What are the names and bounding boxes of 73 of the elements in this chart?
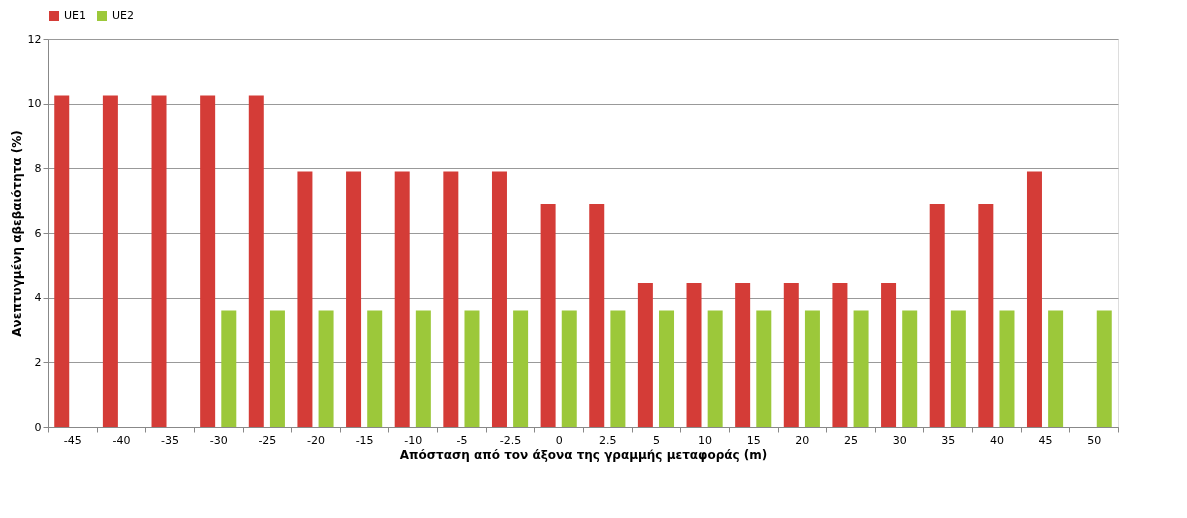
bar [999, 310, 1015, 427]
bar [297, 171, 313, 427]
bar [589, 203, 605, 427]
bar [443, 171, 459, 427]
bar [464, 310, 480, 427]
bar [686, 283, 702, 427]
y-tick-label: 10 [27, 97, 42, 111]
x-tick-label: 20 [795, 433, 810, 447]
bar [221, 310, 237, 427]
bar [318, 310, 334, 427]
y-tick-label: 2 [34, 355, 42, 369]
bar [248, 95, 264, 427]
bar [491, 171, 507, 427]
legend-label: UE1 [64, 9, 86, 22]
x-tick-label: -35 [161, 433, 180, 447]
x-tick-label: -40 [112, 433, 131, 447]
bar [54, 95, 70, 427]
x-tick-label: 40 [989, 433, 1004, 447]
bar [929, 203, 945, 427]
bar [151, 95, 167, 427]
bar [804, 310, 820, 427]
bar [102, 95, 118, 427]
bar [367, 310, 383, 427]
x-tick-label: 30 [892, 433, 907, 447]
bar [1096, 310, 1112, 427]
x-tick-label: -10 [404, 433, 423, 447]
bar [394, 171, 410, 427]
x-tick-label: 0 [555, 433, 563, 447]
x-tick-label: 15 [746, 433, 761, 447]
y-tick-label: 4 [34, 291, 42, 305]
bar [1026, 171, 1042, 427]
x-tick-label: 10 [698, 433, 713, 447]
bar [1048, 310, 1064, 427]
y-tick-label: 0 [34, 420, 42, 434]
bar [540, 203, 556, 427]
x-tick-label: -20 [307, 433, 325, 447]
bar [415, 310, 431, 427]
x-tick-label: 35 [941, 433, 956, 447]
bar [659, 310, 675, 427]
x-axis-title: Απόσταση από τον άξονα της γραμμής μεταφοράς (m) [399, 447, 768, 462]
bar [735, 283, 751, 427]
bar [200, 95, 216, 427]
bar [978, 203, 994, 427]
y-tick-label: 12 [27, 32, 42, 46]
x-tick-label: 2.5 [599, 433, 617, 447]
x-tick-label: 45 [1038, 433, 1053, 447]
x-tick-label: -15 [355, 433, 374, 447]
bar [756, 310, 772, 427]
legend-label: UE2 [112, 9, 134, 22]
bar [950, 310, 966, 427]
x-tick-label: -5 [456, 433, 468, 447]
bar [881, 283, 897, 427]
bar [832, 283, 848, 427]
x-tick-label: -45 [63, 433, 82, 447]
bar [610, 310, 626, 427]
y-tick-label: 8 [34, 161, 42, 175]
x-tick-label: 50 [1087, 433, 1102, 447]
bar [269, 310, 285, 427]
bar [783, 283, 799, 427]
y-axis-title: Ανεπτυγμένη αβεβαιότητα (%) [9, 130, 24, 337]
bar [561, 310, 577, 427]
x-tick-label: 5 [652, 433, 660, 447]
bar [853, 310, 869, 427]
x-tick-label: -30 [209, 433, 228, 447]
x-tick-label: -2.5 [499, 433, 522, 447]
y-tick-label: 6 [34, 226, 42, 240]
x-tick-label: 25 [844, 433, 858, 447]
bar [346, 171, 362, 427]
bar [513, 310, 529, 427]
x-tick-label: -25 [258, 433, 277, 447]
bar [902, 310, 918, 427]
bar [707, 310, 723, 427]
bar [637, 283, 653, 427]
